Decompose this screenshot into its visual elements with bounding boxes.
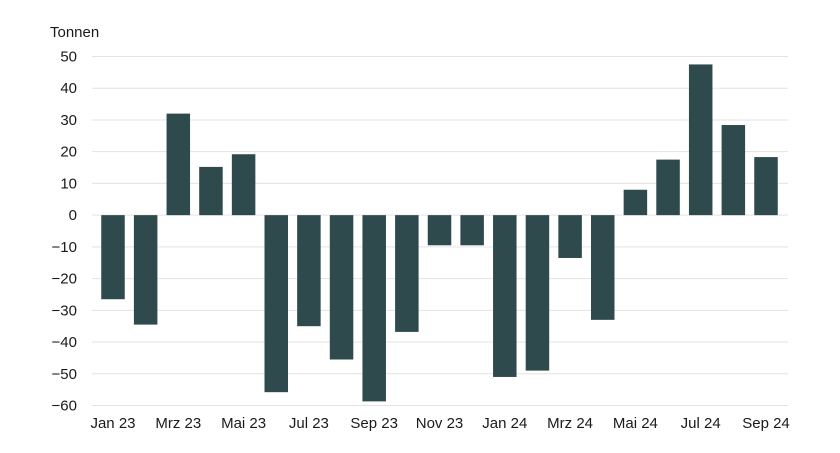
y-tick-label: −50 xyxy=(52,366,77,383)
bar-mai-23 xyxy=(231,154,256,216)
x-tick-label: Jan 23 xyxy=(90,415,135,432)
x-tick-label: Sep 24 xyxy=(742,415,790,432)
bar-mai-24 xyxy=(623,189,648,216)
bar-jun-23 xyxy=(264,215,288,393)
x-tick-label: Jan 24 xyxy=(482,415,527,432)
y-tick-label: 10 xyxy=(60,175,77,192)
y-axis-unit-label: Tonnen xyxy=(50,24,99,41)
y-axis-ticks: 50 40 30 20 10 0 −10 −20 −30 −40 −50 −60 xyxy=(52,49,77,415)
y-tick-label: 30 xyxy=(60,112,77,129)
y-tick-label: −10 xyxy=(52,239,77,256)
x-tick-label: Mai 24 xyxy=(613,415,658,432)
x-tick-label: Jul 23 xyxy=(289,415,329,432)
y-tick-label: −40 xyxy=(52,334,77,351)
bar-mrz-24 xyxy=(558,215,582,258)
bar-jan-24 xyxy=(493,215,517,377)
bar-feb-23 xyxy=(133,215,158,325)
y-tick-label: −60 xyxy=(52,398,77,415)
x-tick-label: Mrz 23 xyxy=(155,415,201,432)
x-tick-label: Jul 24 xyxy=(681,415,721,432)
y-tick-label: −30 xyxy=(52,302,77,319)
bar-mrz-23 xyxy=(166,113,191,216)
bar-sep-24 xyxy=(754,157,778,216)
bar-jul-23 xyxy=(297,215,321,327)
bar-nov-23 xyxy=(427,215,452,246)
bar-aug-24 xyxy=(721,125,746,216)
bar-apr-23 xyxy=(199,166,223,216)
y-tick-label: 0 xyxy=(69,207,77,224)
bar-okt-23 xyxy=(395,215,419,332)
y-tick-label: 40 xyxy=(60,80,77,97)
x-tick-label: Mai 23 xyxy=(221,415,266,432)
bar-jan-23 xyxy=(101,215,125,300)
x-tick-label: Mrz 24 xyxy=(547,415,593,432)
x-tick-label: Sep 23 xyxy=(350,415,398,432)
x-axis-ticks: Jan 23 Mrz 23 Mai 23 Jul 23 Sep 23 Nov 23 Jan … xyxy=(90,415,789,432)
bars xyxy=(101,64,778,402)
y-tick-label: 50 xyxy=(60,49,77,66)
bar-sep-23 xyxy=(362,215,386,402)
y-tick-label: −20 xyxy=(52,271,77,288)
bar-aug-23 xyxy=(329,215,354,360)
y-tick-label: 20 xyxy=(60,144,77,161)
x-tick-label: Nov 23 xyxy=(416,415,464,432)
bar-feb-24 xyxy=(525,215,550,371)
bar-apr-24 xyxy=(591,215,615,320)
bar-jul-24 xyxy=(688,64,713,216)
bar-jun-24 xyxy=(656,159,680,216)
bar-dez-23 xyxy=(460,215,484,246)
